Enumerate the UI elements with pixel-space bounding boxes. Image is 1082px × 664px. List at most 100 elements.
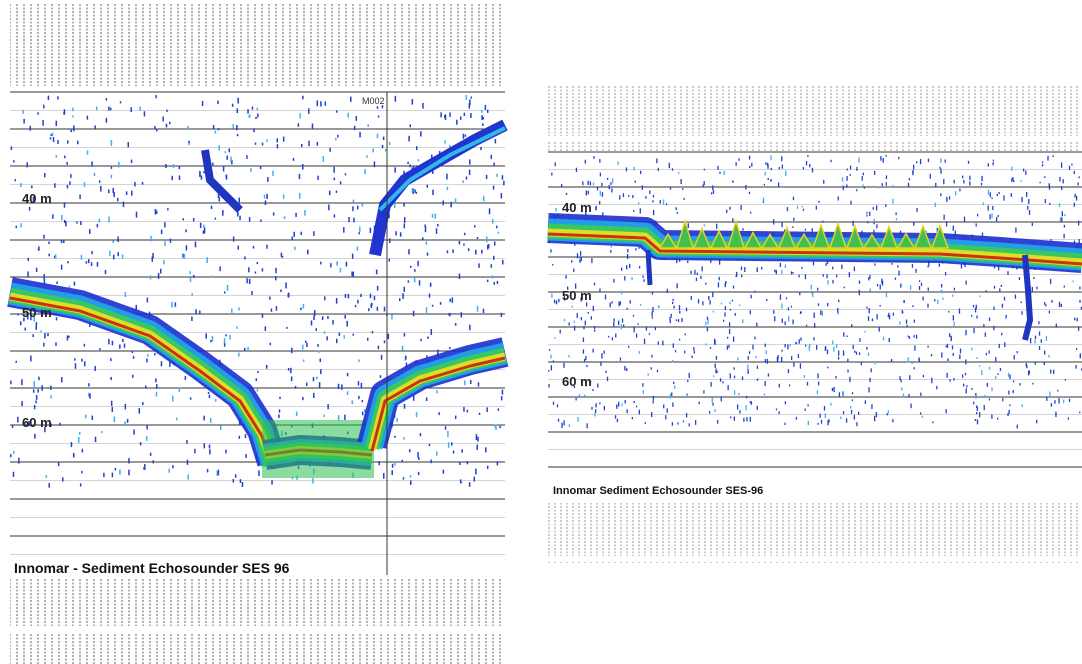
echo-dot <box>822 311 823 316</box>
echo-dot <box>983 202 984 205</box>
echo-dot <box>807 155 808 157</box>
echo-dot <box>417 261 419 266</box>
echo-dot <box>158 273 160 279</box>
echo-dot <box>315 328 317 331</box>
echo-dot <box>584 359 585 363</box>
echo-dot <box>689 373 690 378</box>
echo-dot <box>841 265 842 270</box>
echo-dot <box>793 363 794 367</box>
echo-dot <box>91 262 93 266</box>
echo-dot <box>408 136 410 142</box>
echo-dot <box>679 305 680 310</box>
echo-dot <box>792 272 793 274</box>
echo-dot <box>592 349 593 353</box>
echo-dot <box>710 382 711 387</box>
echo-dot <box>277 138 279 142</box>
echo-dot <box>963 180 964 184</box>
echo-dot <box>781 270 782 274</box>
echo-dot <box>167 208 169 210</box>
echo-dot <box>435 214 437 219</box>
echo-dot <box>785 401 786 404</box>
echo-dot <box>712 403 713 406</box>
echo-dot <box>147 354 149 357</box>
echo-dot <box>358 381 360 385</box>
echo-dot <box>631 277 632 280</box>
echo-dot <box>754 291 755 293</box>
echo-dot <box>995 376 996 379</box>
echo-dot <box>246 155 248 159</box>
echo-dot <box>838 196 839 200</box>
echo-dot <box>469 325 471 331</box>
echo-dot <box>422 103 424 109</box>
echo-dot <box>35 325 37 330</box>
caption: Innomar Sediment Echosounder SES-96 <box>553 485 763 497</box>
echo-dot <box>78 437 80 443</box>
echo-dot <box>780 263 781 267</box>
echo-dot <box>77 141 79 145</box>
echo-dot <box>586 190 587 195</box>
echo-dot <box>874 416 875 421</box>
echo-dot <box>403 477 405 479</box>
echo-dot <box>419 280 421 285</box>
echo-dot <box>139 107 141 111</box>
echo-dot <box>781 357 782 362</box>
echo-dot <box>969 176 970 180</box>
echo-dot <box>278 414 280 418</box>
echo-dot <box>611 301 612 303</box>
echo-dot <box>745 405 746 410</box>
echo-dot <box>244 348 246 351</box>
echo-dot <box>757 366 758 369</box>
echo-dot <box>653 210 654 215</box>
echo-dot <box>716 356 717 360</box>
echo-dot <box>21 379 23 385</box>
echo-dot <box>283 137 285 142</box>
echo-dot <box>125 404 127 410</box>
echo-dot <box>837 308 838 313</box>
echo-dot <box>712 186 713 191</box>
echo-dot <box>809 164 810 167</box>
echo-dot <box>76 222 78 224</box>
echo-dot <box>868 277 869 280</box>
echo-dot <box>968 161 969 164</box>
echo-dot <box>249 217 251 222</box>
echo-dot <box>670 394 671 399</box>
echo-dot <box>1036 287 1037 290</box>
echo-dot <box>413 311 415 317</box>
echo-dot <box>23 119 25 124</box>
echo-dot <box>720 378 721 381</box>
echo-dot <box>998 215 999 217</box>
echo-dot <box>632 195 633 198</box>
echo-dot <box>370 294 372 299</box>
echo-dot <box>966 385 967 387</box>
echo-dot <box>414 189 416 192</box>
echo-dot <box>1053 155 1054 157</box>
echo-dot <box>43 343 45 347</box>
echo-dot <box>800 338 801 341</box>
echo-dot <box>311 320 313 325</box>
echo-dot <box>1050 370 1051 374</box>
echo-dot <box>599 288 600 291</box>
echo-dot <box>329 148 331 152</box>
echo-dot <box>481 115 483 120</box>
echo-dot <box>899 376 900 380</box>
echo-dot <box>653 396 654 401</box>
echo-dot <box>72 115 74 117</box>
echo-dot <box>25 328 27 331</box>
echo-dot <box>1023 169 1024 172</box>
echo-dot <box>813 337 814 340</box>
echo-dot <box>686 413 687 417</box>
echo-dot <box>271 309 273 312</box>
echo-dot <box>702 266 703 271</box>
echo-dot <box>335 138 337 140</box>
echo-dot <box>868 316 869 321</box>
echo-dot <box>945 345 946 347</box>
echo-dot <box>592 389 593 391</box>
echo-dot <box>460 479 462 483</box>
echo-dot <box>914 367 915 369</box>
echo-dot <box>1002 398 1003 401</box>
echo-dot <box>426 355 428 357</box>
echo-dot <box>953 353 954 356</box>
echo-dot <box>977 407 978 411</box>
echo-dot <box>341 384 343 389</box>
echo-dot <box>133 429 135 434</box>
